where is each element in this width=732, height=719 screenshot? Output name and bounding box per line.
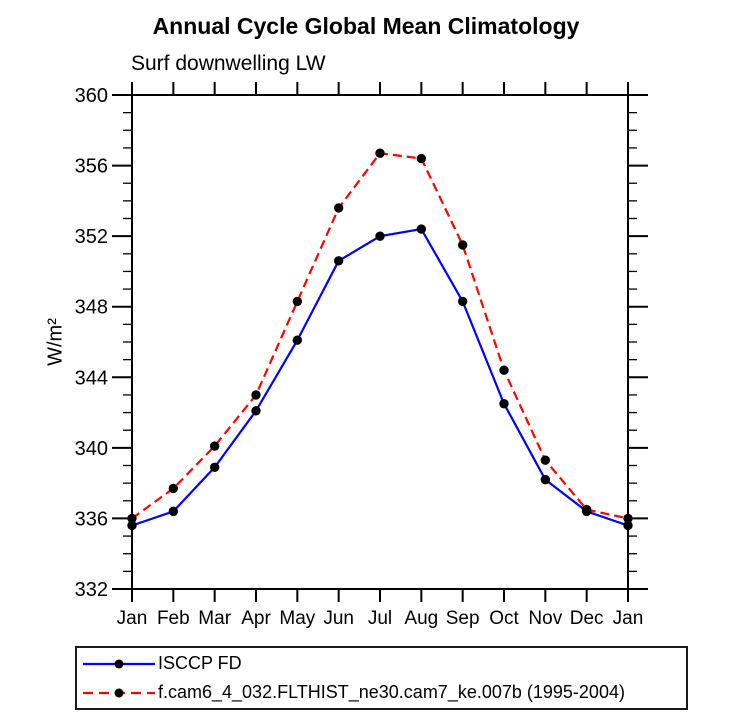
chart-subtitle: Surf downwelling LW	[131, 52, 326, 75]
series-1-marker	[416, 153, 427, 164]
y-tick-label: 348	[75, 297, 108, 319]
x-tick-label: Jun	[323, 608, 354, 629]
series-1-marker	[375, 148, 385, 158]
series-0-marker	[499, 399, 509, 409]
series-0-marker	[292, 335, 303, 345]
y-tick-label: 360	[75, 85, 108, 107]
series-0-marker	[209, 462, 220, 472]
series-1-marker	[292, 296, 303, 307]
plot-area: 332 336 340 344 348 352 356 360 Jan Feb Mar Apr May J…	[75, 82, 648, 629]
series-1-marker	[457, 240, 468, 250]
legend-entry-model: f.cam6_4_032.FLTHIST_ne30.cam7_ke.007b (…	[81, 678, 686, 707]
y-tick-label: 340	[75, 438, 108, 460]
series-1-marker	[251, 390, 261, 400]
series-0-marker	[540, 474, 551, 485]
series-0-marker	[168, 506, 179, 517]
series-1-marker	[127, 513, 137, 524]
legend-line-sample-model	[83, 688, 155, 697]
series-1-marker	[499, 365, 509, 375]
series-1-marker	[623, 513, 633, 524]
series-1-marker	[333, 203, 344, 213]
x-tick-label: Jan	[613, 608, 644, 629]
series-1-marker	[209, 441, 220, 451]
series-0-marker	[457, 296, 468, 307]
x-tick-label: Feb	[157, 608, 190, 629]
legend-label-model: f.cam6_4_032.FLTHIST_ne30.cam7_ke.007b (…	[158, 682, 625, 702]
series-line-1	[131, 152, 629, 520]
legend-label-isccp: ISCCP FD	[158, 653, 242, 673]
series-0-marker	[623, 520, 633, 531]
x-tick-label: Jul	[368, 608, 392, 629]
y-tick-label: 356	[75, 156, 108, 178]
chart-title: Annual Cycle Global Mean Climatology	[152, 13, 580, 39]
x-tick-label: Apr	[241, 608, 271, 629]
y-tick-label: 352	[75, 226, 108, 248]
y-tick-label: 332	[75, 579, 108, 601]
series-0-marker	[333, 256, 344, 266]
series-0-marker	[375, 231, 385, 241]
series-1-marker	[581, 504, 592, 515]
legend-sample-marker	[114, 688, 124, 697]
series-0-marker	[127, 520, 137, 531]
y-tick-label: 344	[75, 367, 108, 389]
legend-sample-marker	[114, 659, 124, 668]
x-tick-label: Oct	[489, 608, 519, 629]
x-tick-label: May	[279, 608, 315, 629]
x-tick-label: Sep	[446, 608, 480, 629]
series-1-marker	[540, 455, 551, 465]
legend-entry-isccp: ISCCP FD	[81, 649, 686, 678]
series-line-0	[131, 227, 629, 527]
x-tick-label: Jan	[117, 608, 148, 629]
x-tick-label: Dec	[570, 608, 604, 629]
legend: ISCCP FD f.cam6_4_032.FLTHIST_ne30.cam7_…	[75, 646, 688, 710]
x-tick-label: Aug	[404, 608, 438, 629]
x-tick-label: Mar	[198, 608, 231, 629]
series-0-marker	[251, 406, 261, 416]
plot-frame	[131, 94, 629, 590]
legend-line-sample-isccp	[83, 659, 155, 668]
series-0-marker	[416, 224, 427, 234]
x-tick-label: Nov	[528, 608, 562, 629]
series-1-marker	[168, 483, 179, 494]
y-tick-label: 336	[75, 508, 108, 530]
